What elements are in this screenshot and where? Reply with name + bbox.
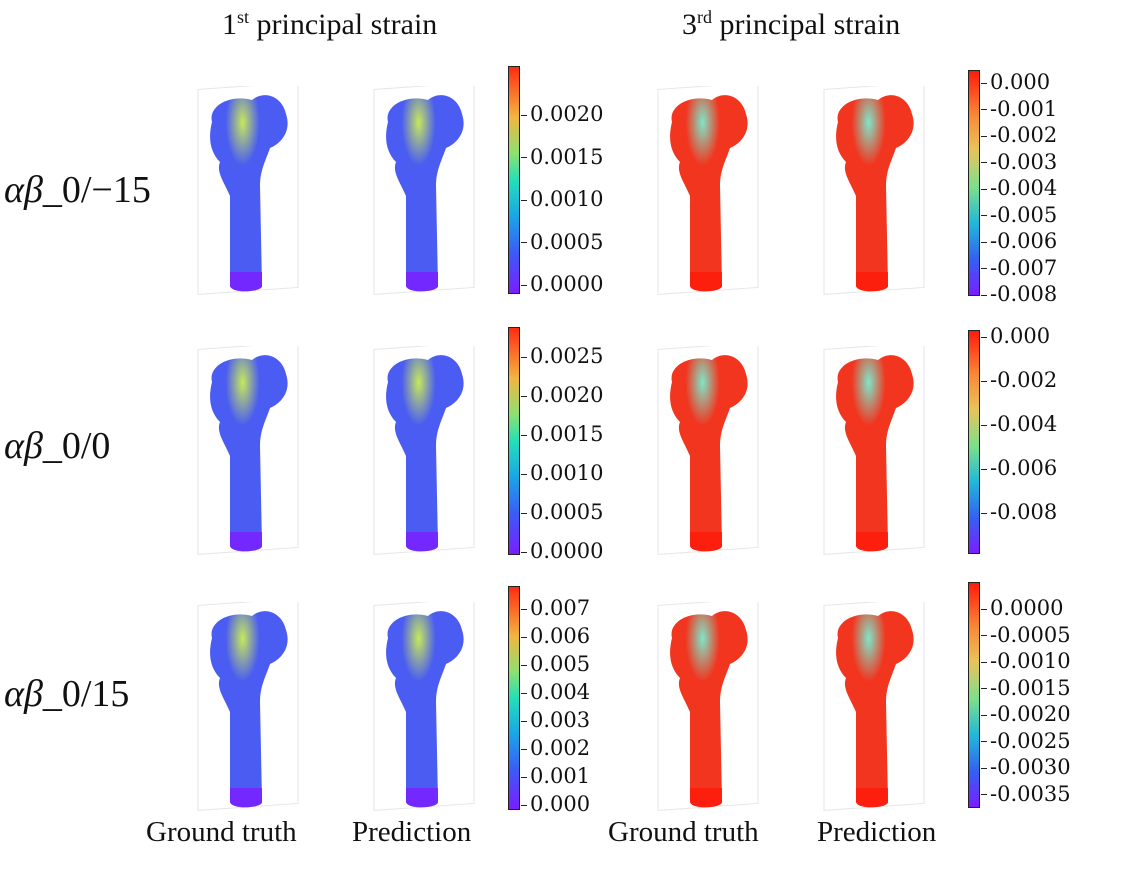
colorbar-tick-r2_first-5: 0.0000 [520,539,604,563]
colorbar-tick-r2_first-0: 0.0025 [520,344,604,368]
colorbar-tick-r3_first-0: 0.007 [520,596,591,620]
femur-render-r3-c1 [190,602,310,817]
femur-render-r1-c2 [366,86,486,301]
colorbar-tick-r1_third-1: -0.001 [980,96,1058,121]
colorbar-tick-r2_first-3: 0.0010 [520,461,604,485]
footer-ground-truth-third: Ground truth [608,816,759,848]
femur-render-r3-c4 [816,602,936,817]
row-label-0-0: αβ_0/0 [4,425,111,467]
footer-ground-truth-first: Ground truth [146,816,297,848]
colorbar-tick-r3_first-6: 0.001 [520,764,591,788]
colorbar-tick-r1_third-7: -0.007 [980,255,1058,280]
colorbar-tick-r2_third-1: -0.002 [980,368,1058,392]
colorbar-r2-first [508,327,520,555]
colorbar-tick-r1_third-8: -0.008 [980,282,1058,306]
colorbar-tick-r1_first-4: 0.0000 [520,272,604,296]
colorbar-tick-r3_third-7: -0.0035 [981,781,1071,806]
colorbar-tick-r2_first-4: 0.0005 [520,500,604,524]
footer-prediction-first: Prediction [352,816,472,848]
colorbar-tick-r1_third-3: -0.003 [980,149,1058,174]
colorbar-tick-r1_third-4: -0.004 [980,176,1058,200]
colorbar-r1-third [968,70,980,296]
colorbar-tick-r3_third-0: 0.0000 [980,596,1064,620]
colorbar-tick-r2_third-0: 0.000 [980,324,1051,348]
femur-render-r1-c3 [650,86,770,301]
colorbar-tick-r1_third-2: -0.002 [980,123,1058,147]
colorbar-tick-r3_first-5: 0.002 [520,736,591,760]
colorbar-tick-r2_first-2: 0.0015 [520,422,604,446]
colorbar-tick-r1_first-2: 0.0010 [520,187,604,211]
colorbar-r3-third [968,582,980,808]
colorbar-tick-r1_third-6: -0.006 [980,229,1058,253]
femur-render-r2-c1 [190,346,310,561]
colorbar-tick-r3_first-3: 0.004 [520,680,591,704]
colorbar-tick-r3_first-2: 0.005 [520,652,591,676]
footer-prediction-third: Prediction [817,816,937,848]
third-principal-strain-title: 3rd principal strain [682,7,901,41]
colorbar-tick-r2_first-1: 0.0020 [520,383,604,407]
colorbar-tick-r3_first-7: 0.000 [520,792,591,816]
colorbar-r2-third [968,330,980,554]
colorbar-tick-r1_third-0: 0.000 [980,70,1051,94]
colorbar-tick-r3_third-3: -0.0015 [981,675,1071,700]
colorbar-tick-r1_first-0: 0.0020 [520,102,604,126]
femur-render-r2-c2 [366,346,486,561]
colorbar-tick-r3_third-6: -0.0030 [981,755,1071,779]
colorbar-r1-first [508,66,520,294]
colorbar-tick-r3_third-5: -0.0025 [981,728,1071,753]
colorbar-tick-r1_first-3: 0.0005 [520,229,604,254]
colorbar-r3-first [508,586,520,810]
femur-render-r3-c3 [650,602,770,817]
colorbar-tick-r3_third-2: -0.0010 [981,649,1071,673]
colorbar-tick-r1_third-5: -0.005 [980,202,1058,227]
row-label-0-15: αβ_0/15 [4,673,130,715]
femur-render-r3-c2 [366,602,486,817]
femur-render-r2-c4 [816,346,936,561]
colorbar-tick-r3_first-1: 0.006 [520,624,591,648]
femur-render-r2-c3 [650,346,770,561]
colorbar-tick-r2_third-2: -0.004 [980,412,1058,436]
colorbar-tick-r3_third-4: -0.0020 [981,702,1071,726]
colorbar-tick-r3_third-1: -0.0005 [981,622,1071,647]
femur-render-r1-c1 [190,86,310,301]
femur-render-r1-c4 [816,86,936,301]
first-principal-strain-title: 1st principal strain [222,7,438,41]
row-label-0-minus15: αβ_0/−15 [4,169,151,211]
colorbar-tick-r3_first-4: 0.003 [520,708,591,732]
colorbar-tick-r2_third-3: -0.006 [980,456,1058,480]
colorbar-tick-r1_first-1: 0.0015 [520,144,604,169]
colorbar-tick-r2_third-4: -0.008 [980,500,1058,524]
